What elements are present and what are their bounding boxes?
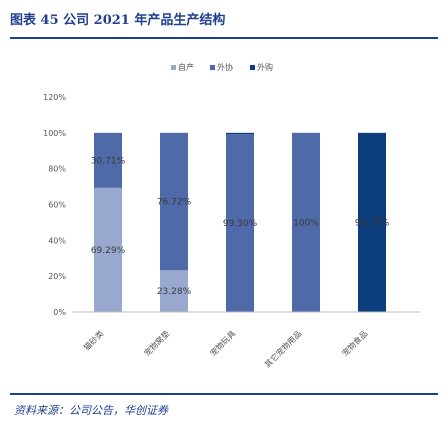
data-label: 69.29% [91, 246, 126, 256]
bar-segment [292, 132, 320, 312]
x-tick-label: 宠物食品 [340, 328, 370, 358]
x-tick-label: 宠物窝垫 [142, 328, 172, 358]
y-axis: 0% 20% 40% 60% 80% 100% 120% [43, 93, 66, 317]
source-note: 资料来源：公司公告，华创证券 [14, 404, 168, 417]
y-tick-label: 80% [48, 165, 66, 174]
legend-swatch-0 [171, 65, 176, 70]
y-tick-label: 40% [48, 236, 66, 245]
y-tick-label: 20% [48, 272, 66, 281]
bar-segment [160, 270, 188, 312]
data-label: 99.30% [223, 219, 258, 229]
footer-rule [10, 393, 438, 395]
data-label: 99.75% [355, 218, 390, 228]
data-label: 100% [293, 218, 319, 228]
legend-label-2: 外购 [257, 62, 273, 72]
bar-segment [226, 132, 254, 135]
x-tick-label: 宠物玩具 [208, 328, 238, 358]
y-tick-label: 60% [48, 201, 66, 210]
data-labels: 69.29% 30.71% 23.28% 76.72% 99.30% 100% 99.75% [91, 156, 390, 297]
legend-swatch-1 [210, 65, 215, 70]
x-tick-label: 猫砂类 [81, 328, 105, 352]
x-tick-label: 其它宠物用品 [262, 328, 303, 369]
bar-segment [358, 132, 386, 312]
bar-segment [94, 132, 122, 188]
legend: 自产 外协 外购 [171, 62, 273, 72]
data-label: 30.71% [91, 156, 126, 166]
y-tick-label: 120% [43, 93, 66, 102]
bar-segment [226, 134, 254, 312]
data-label: 23.28% [157, 287, 192, 297]
bar-segment [94, 187, 122, 312]
y-tick-label: 100% [43, 129, 66, 138]
legend-label-0: 自产 [178, 62, 194, 72]
bars [94, 132, 386, 312]
bar-segment [160, 132, 188, 271]
legend-swatch-2 [250, 65, 255, 70]
legend-label-1: 外协 [217, 62, 233, 72]
y-tick-label: 0% [53, 308, 66, 317]
x-axis: 猫砂类 宠物窝垫 宠物玩具 其它宠物用品 宠物食品 [72, 311, 420, 369]
chart-title: 图表 45 公司 2021 年产品生产结构 [10, 13, 226, 28]
title-underline [10, 37, 438, 39]
data-label: 76.72% [157, 198, 192, 208]
